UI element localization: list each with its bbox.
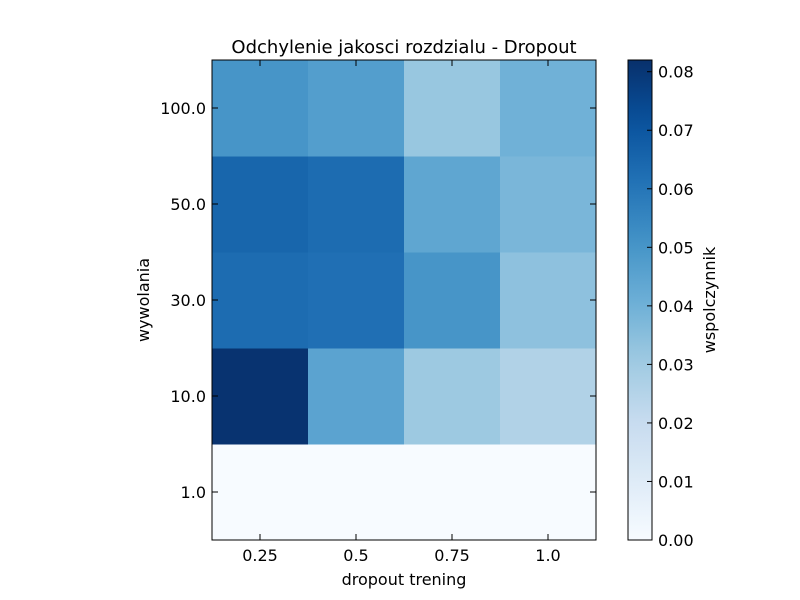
chart-title: Odchylenie jakosci rozdzialu - Dropout	[231, 37, 576, 58]
y-tick-label: 100.0	[160, 99, 206, 118]
colorbar-tick-label: 0.01	[658, 472, 694, 491]
x-tick-label: 0.75	[434, 546, 470, 565]
heatmap-cell	[500, 348, 597, 445]
colorbar-tick-label: 0.04	[658, 297, 694, 316]
heatmap-cell	[308, 348, 405, 445]
heatmap-cell	[308, 60, 405, 157]
x-tick-label: 0.5	[343, 546, 368, 565]
heatmap-cell	[212, 348, 309, 445]
colorbar	[627, 59, 653, 541]
heatmap-cell	[404, 348, 501, 445]
heatmap-cell	[212, 60, 309, 157]
y-tick-label: 30.0	[170, 291, 206, 310]
colorbar-tick-label: 0.00	[658, 531, 694, 550]
heatmap-cells	[212, 60, 597, 541]
colorbar-tick-label: 0.02	[658, 414, 694, 433]
heatmap-cell	[500, 252, 597, 349]
heatmap-cell	[308, 156, 405, 253]
heatmap-cell	[308, 252, 405, 349]
heatmap-cell	[404, 252, 501, 349]
heatmap-cell	[500, 444, 597, 541]
x-tick-label: 0.25	[242, 546, 278, 565]
y-axis-label: wywolania	[134, 258, 153, 342]
heatmap-cell	[404, 156, 501, 253]
colorbar-tick-label: 0.05	[658, 238, 694, 257]
heatmap-cell	[500, 156, 597, 253]
heatmap-cell	[404, 60, 501, 157]
heatmap-cell	[404, 444, 501, 541]
colorbar-tick-label: 0.08	[658, 63, 694, 82]
colorbar-tick-label: 0.07	[658, 121, 694, 140]
heatmap-cell	[212, 156, 309, 253]
y-tick-label: 1.0	[181, 483, 206, 502]
x-axis-ticks: 0.25 0.5 0.75 1.0	[242, 60, 561, 565]
colorbar-ticks: 0.00 0.01 0.02 0.03 0.04 0.05 0.06 0.07 0.08	[647, 63, 694, 550]
heatmap-cell	[308, 444, 405, 541]
y-tick-label: 10.0	[170, 387, 206, 406]
heatmap-cell	[500, 60, 597, 157]
colorbar-tick-label: 0.03	[658, 355, 694, 374]
colorbar-tick-label: 0.06	[658, 180, 694, 199]
x-axis-label: dropout trening	[342, 570, 467, 589]
heatmap-cell	[212, 252, 309, 349]
y-tick-label: 50.0	[170, 195, 206, 214]
colorbar-label: wspolczynnik	[700, 246, 719, 353]
y-axis-ticks: 1.0 10.0 30.0 50.0 100.0	[160, 99, 596, 502]
x-tick-label: 1.0	[535, 546, 560, 565]
heatmap-cell	[212, 444, 309, 541]
